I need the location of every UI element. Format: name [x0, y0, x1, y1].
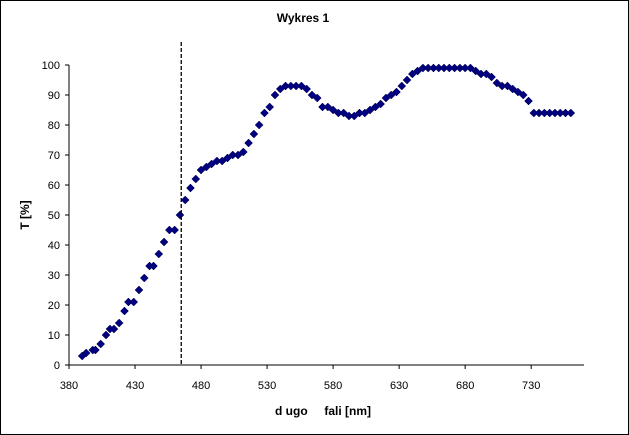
- x-tick-label: 630: [390, 380, 408, 392]
- ticks-layer: 380 430 480 530 580 630 680 730 0 10 20 30 40 50 60 70 8…: [42, 60, 541, 392]
- y-tick-label: 60: [48, 180, 60, 192]
- data-point: [566, 108, 576, 118]
- data-point: [270, 90, 280, 100]
- data-point: [186, 183, 195, 193]
- data-point: [129, 297, 139, 307]
- x-tick-label: 430: [126, 380, 144, 392]
- y-tick-label: 10: [48, 330, 60, 342]
- data-point: [170, 225, 179, 235]
- points-layer: [77, 63, 576, 361]
- data-point: [159, 237, 169, 247]
- data-point: [376, 99, 385, 109]
- data-point: [397, 81, 407, 91]
- data-point: [154, 249, 164, 259]
- data-point: [96, 339, 106, 349]
- data-point: [244, 138, 253, 148]
- x-axis-label: d ugo fali [nm]: [275, 404, 371, 418]
- x-tick-label: 480: [192, 380, 210, 392]
- x-tick-label: 680: [456, 380, 474, 392]
- data-point: [249, 129, 259, 139]
- data-point: [392, 87, 401, 97]
- data-point: [139, 273, 149, 283]
- data-point: [302, 84, 312, 94]
- data-point: [101, 330, 111, 340]
- data-point: [81, 348, 91, 358]
- chart-title: Wykres 1: [277, 11, 330, 25]
- y-tick-label: 100: [42, 60, 60, 72]
- y-tick-label: 90: [48, 90, 60, 102]
- data-point: [191, 174, 201, 184]
- data-point: [109, 324, 119, 334]
- data-point: [265, 102, 275, 112]
- data-point: [149, 261, 158, 271]
- y-tick-label: 50: [48, 210, 60, 222]
- x-tick-label: 580: [324, 380, 342, 392]
- x-tick-label: 730: [522, 380, 540, 392]
- data-point: [120, 306, 129, 316]
- data-point: [260, 108, 269, 118]
- y-axis-label: T [%]: [18, 200, 32, 229]
- data-point: [91, 345, 100, 355]
- y-tick-label: 20: [48, 300, 60, 312]
- y-tick-label: 30: [48, 270, 60, 282]
- data-point: [518, 90, 528, 100]
- data-point: [114, 318, 124, 328]
- x-tick-label: 530: [258, 380, 276, 392]
- data-point: [524, 96, 533, 106]
- data-point: [312, 93, 322, 103]
- data-point: [402, 75, 412, 85]
- data-point: [175, 210, 185, 220]
- y-tick-label: 80: [48, 120, 60, 132]
- y-tick-label: 0: [54, 360, 60, 372]
- y-tick-label: 40: [48, 240, 60, 252]
- data-point: [134, 285, 144, 295]
- data-point: [180, 195, 190, 205]
- data-point: [487, 72, 496, 82]
- data-point: [254, 120, 264, 130]
- y-tick-label: 70: [48, 150, 60, 162]
- data-point: [238, 147, 248, 157]
- x-tick-label: 380: [60, 380, 78, 392]
